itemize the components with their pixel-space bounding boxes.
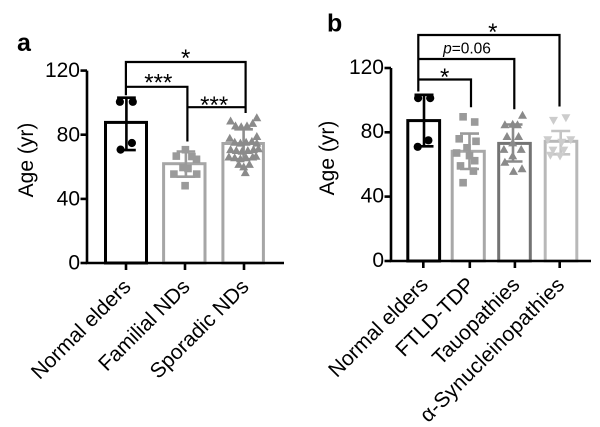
svg-text:80: 80: [57, 123, 80, 146]
svg-text:40: 40: [57, 188, 80, 211]
svg-text:120: 120: [349, 56, 384, 79]
svg-text:***: ***: [144, 70, 172, 97]
svg-text:*: *: [440, 64, 449, 91]
svg-text:120: 120: [45, 59, 80, 82]
svg-text:*: *: [181, 45, 190, 72]
svg-text:80: 80: [361, 120, 384, 143]
svg-text:p=0.06: p=0.06: [442, 41, 491, 58]
svg-text:Age (yr): Age (yr): [316, 121, 339, 196]
svg-text:a: a: [17, 29, 32, 57]
svg-text:b: b: [327, 9, 342, 37]
svg-text:***: ***: [200, 92, 228, 119]
svg-text:0: 0: [68, 252, 80, 275]
svg-text:Age (yr): Age (yr): [15, 123, 38, 198]
svg-text:0: 0: [372, 249, 384, 272]
svg-text:40: 40: [361, 185, 384, 208]
svg-text:*: *: [488, 19, 497, 46]
